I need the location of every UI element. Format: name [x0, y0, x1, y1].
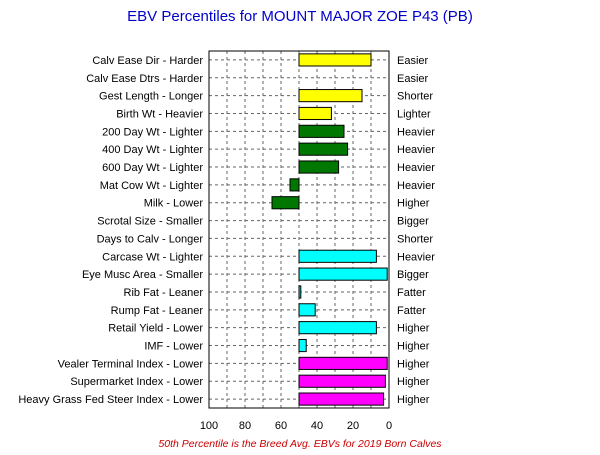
bar: [298, 374, 386, 388]
bar: [289, 178, 300, 192]
right-label: Higher: [397, 376, 430, 388]
right-label: Heavier: [397, 144, 435, 156]
x-tick-label: 0: [386, 420, 392, 432]
row-label: Birth Wt - Heavier: [116, 108, 203, 120]
row-label: Gest Length - Longer: [99, 91, 203, 103]
row-label: Mat Cow Wt - Lighter: [100, 180, 204, 192]
right-label: Fatter: [397, 305, 426, 317]
row-label: Eye Musc Area - Smaller: [82, 269, 203, 281]
right-label: Higher: [397, 198, 430, 210]
x-tick-label: 60: [275, 420, 287, 432]
bar: [298, 267, 388, 281]
row-label: 600 Day Wt - Lighter: [102, 162, 203, 174]
right-label: Bigger: [397, 269, 429, 281]
chart-title: EBV Percentiles for MOUNT MAJOR ZOE P43 …: [127, 8, 473, 25]
plot-frame: [208, 50, 390, 409]
row-label: Calv Ease Dir - Harder: [92, 55, 203, 67]
row-label: Heavy Grass Fed Steer Index - Lower: [18, 394, 203, 406]
bar: [298, 53, 372, 67]
right-label: Easier: [397, 55, 429, 67]
bar: [298, 106, 332, 121]
row-label: Carcase Wt - Lighter: [102, 251, 203, 263]
row-labels: Calv Ease Dir - Harder Calv Ease Dtrs - H…: [18, 55, 203, 406]
bar: [298, 142, 349, 156]
chart-footnote: 50th Percentile is the Breed Avg. EBVs f…: [158, 438, 442, 450]
right-label: Shorter: [397, 91, 433, 103]
bar: [298, 392, 385, 406]
right-label: Higher: [397, 341, 430, 353]
right-label: Higher: [397, 394, 430, 406]
right-label: Higher: [397, 323, 430, 335]
bar: [298, 356, 388, 370]
right-label: Heavier: [397, 251, 435, 263]
x-axis-ticks: 100 80 60 40 20 0: [200, 420, 392, 432]
row-label: Supermarket Index - Lower: [70, 376, 203, 388]
x-tick-label: 20: [347, 420, 359, 432]
x-tick-label: 80: [239, 420, 251, 432]
row-label: Days to Calv - Longer: [97, 233, 204, 245]
row-label: Vealer Terminal Index - Lower: [58, 358, 204, 370]
right-label: Fatter: [397, 287, 426, 299]
row-label: Calv Ease Dtrs - Harder: [86, 73, 203, 85]
row-label: Milk - Lower: [144, 198, 204, 210]
right-label: Bigger: [397, 216, 429, 228]
bar: [298, 89, 363, 103]
bar: [298, 321, 377, 335]
bar: [271, 196, 300, 210]
bar: [298, 160, 340, 174]
right-label: Heavier: [397, 180, 435, 192]
bar: [298, 338, 307, 353]
row-label: Retail Yield - Lower: [108, 323, 203, 335]
right-label: Heavier: [397, 126, 435, 138]
bar: [298, 124, 345, 138]
right-label: Shorter: [397, 233, 433, 245]
bar: [298, 249, 377, 263]
right-label: Higher: [397, 358, 430, 370]
row-label: 200 Day Wt - Lighter: [102, 126, 203, 138]
right-labels: Easier Easier Shorter Lighter Heavier Heavier…: [397, 55, 435, 406]
row-label: 400 Day Wt - Lighter: [102, 144, 203, 156]
row-label: Rib Fat - Leaner: [124, 287, 204, 299]
bar: [298, 285, 302, 299]
row-label: Rump Fat - Leaner: [111, 305, 204, 317]
row-label: IMF - Lower: [144, 341, 203, 353]
row-label: Scrotal Size - Smaller: [97, 216, 203, 228]
bar: [298, 303, 316, 317]
right-label: Easier: [397, 73, 429, 85]
right-label: Heavier: [397, 162, 435, 174]
right-label: Lighter: [397, 108, 431, 120]
x-tick-label: 100: [200, 420, 218, 432]
x-tick-label: 40: [311, 420, 323, 432]
gridlines: [209, 51, 389, 408]
bars: [271, 53, 388, 406]
